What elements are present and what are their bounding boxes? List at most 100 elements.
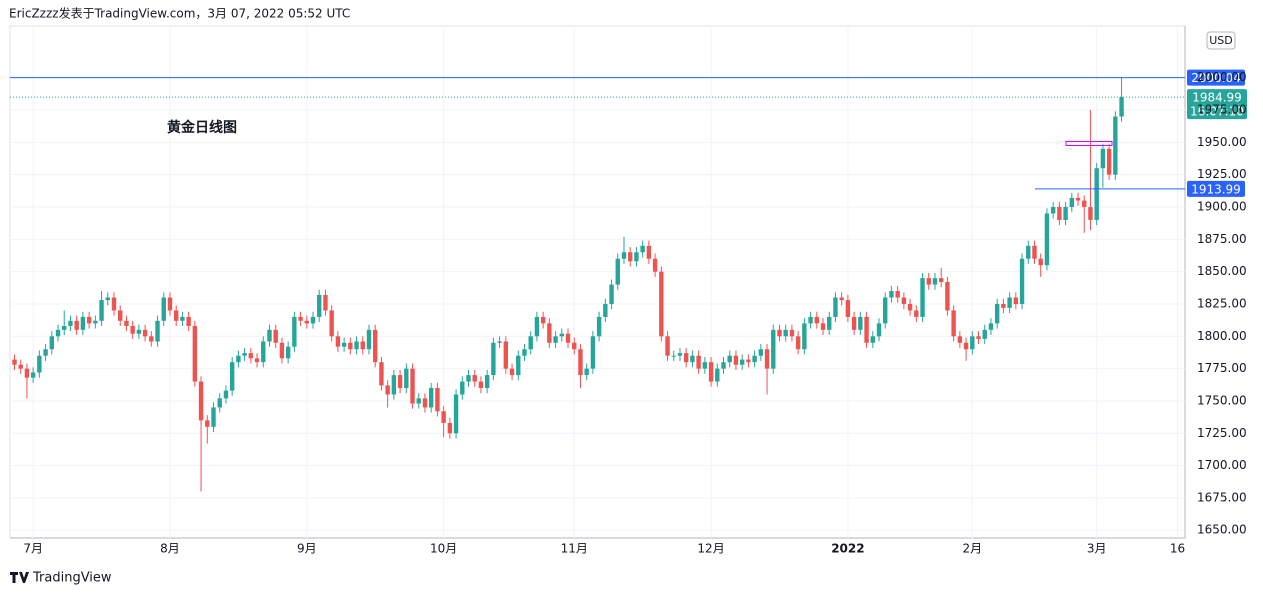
candle-body xyxy=(217,398,222,408)
candle-body xyxy=(677,353,683,356)
candle-body xyxy=(360,341,365,350)
candle-body xyxy=(1075,197,1081,201)
x-tick-label: 9月 xyxy=(297,542,317,556)
candle-body xyxy=(80,316,86,330)
candle-body xyxy=(640,245,645,253)
candle-body xyxy=(889,291,894,298)
candle-body xyxy=(572,342,577,350)
candle-body xyxy=(130,325,135,334)
candle-body xyxy=(509,368,515,376)
candle-body xyxy=(373,329,378,363)
candle-body xyxy=(1094,168,1099,220)
candle-body xyxy=(155,320,160,342)
candle-body xyxy=(428,388,434,408)
x-tick-label: 7月 xyxy=(23,542,43,556)
y-tick-label: 2000.00 xyxy=(1197,70,1247,84)
candle-body xyxy=(733,355,739,365)
candle-body xyxy=(758,349,764,356)
candle-body xyxy=(1013,297,1019,304)
candle-body xyxy=(279,342,285,359)
candle-body xyxy=(329,310,334,337)
candle-body xyxy=(55,329,61,337)
candle-body xyxy=(596,316,602,337)
candle-body xyxy=(242,353,247,356)
candle-body xyxy=(37,355,42,373)
candle-body xyxy=(341,342,347,347)
candle-body xyxy=(248,353,254,359)
candle-body xyxy=(354,341,359,350)
candle-body xyxy=(503,341,509,369)
candle-body xyxy=(335,336,341,347)
candle-body xyxy=(205,420,210,427)
candle-body xyxy=(559,333,564,337)
candle-body xyxy=(186,316,191,326)
candle-body xyxy=(1119,97,1124,117)
candle-body xyxy=(397,375,403,389)
last-price-label: 1984.99 xyxy=(1192,91,1242,105)
candle-body xyxy=(317,294,322,317)
candle-body xyxy=(982,329,987,339)
candle-body xyxy=(105,297,110,301)
candle-body xyxy=(385,385,390,395)
currency-badge[interactable] xyxy=(1206,31,1236,50)
candle-body xyxy=(814,316,820,324)
header: EricZzzz发表于TradingView.com，3月 07, 2022 0… xyxy=(9,6,350,21)
candle-body xyxy=(1026,245,1031,259)
price-label: 1913.99 xyxy=(1191,182,1241,196)
candle-body xyxy=(435,388,440,412)
candle-body xyxy=(820,323,826,330)
currency: USD xyxy=(1209,34,1233,47)
candle-body xyxy=(68,320,73,326)
candle-body xyxy=(659,271,664,337)
candle-body xyxy=(976,336,981,339)
candle-body xyxy=(460,381,465,395)
candle-body xyxy=(18,364,23,369)
candle-body xyxy=(49,336,54,350)
candle-body xyxy=(484,375,490,389)
candle-body xyxy=(802,323,807,350)
candle-body xyxy=(12,359,17,365)
candle-body xyxy=(118,310,123,321)
candle-body xyxy=(1082,200,1087,208)
y-tick-label: 1975.00 xyxy=(1197,103,1247,117)
candle-body xyxy=(1069,197,1075,208)
price-label-box xyxy=(1187,180,1245,197)
candle-body xyxy=(142,329,148,337)
footer: TradingView xyxy=(32,571,112,586)
candle-body xyxy=(628,252,633,262)
candle-body xyxy=(93,320,98,324)
candle-body xyxy=(211,407,216,427)
drawing-rect xyxy=(1065,141,1113,146)
y-tick-label: 1750.00 xyxy=(1197,393,1247,407)
candle-body xyxy=(497,341,502,343)
candle-body xyxy=(963,342,969,350)
candle-body xyxy=(883,297,888,324)
candle-body xyxy=(746,359,751,363)
candle-body xyxy=(298,316,303,321)
candle-body xyxy=(696,355,701,369)
candle-body xyxy=(74,320,79,330)
candle-body xyxy=(907,303,913,311)
candle-body xyxy=(540,316,546,324)
candle-body xyxy=(970,336,975,350)
candle-body xyxy=(895,291,900,298)
y-tick-label: 1950.00 xyxy=(1197,135,1247,149)
candle-body xyxy=(111,297,117,311)
candle-body xyxy=(833,297,838,317)
candle-body xyxy=(198,381,204,421)
candle-body xyxy=(945,282,950,311)
candle-body xyxy=(665,336,670,356)
candle-body xyxy=(261,341,266,363)
candle-body xyxy=(938,278,944,282)
y-tick-label: 1725.00 xyxy=(1197,426,1247,440)
candle-body xyxy=(1113,116,1118,175)
candle-body xyxy=(99,300,104,321)
candle-body xyxy=(739,359,745,365)
candle-body xyxy=(1057,207,1062,220)
candle-body xyxy=(1007,297,1012,308)
candle-body xyxy=(752,355,757,363)
candle-body xyxy=(565,333,571,343)
candle-body xyxy=(621,252,627,259)
candle-body xyxy=(149,336,154,342)
